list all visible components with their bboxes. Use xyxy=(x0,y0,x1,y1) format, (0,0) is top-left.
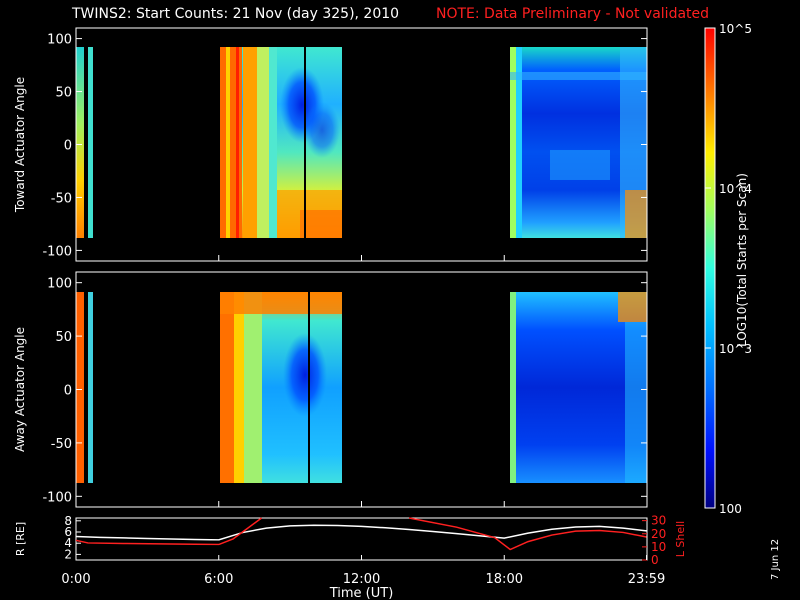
time-axis-label: Time (UT) xyxy=(329,586,394,600)
top-strip-early-2 xyxy=(88,47,93,238)
colorbar-tick-label: 10^3 xyxy=(719,342,752,356)
colorbar-tick-label: 10^4 xyxy=(719,182,752,196)
top-heatmap-panel xyxy=(75,27,648,262)
colorbar-tick-label: 100 xyxy=(719,502,742,516)
lshell-ytick-label: 20 xyxy=(651,527,666,541)
panel1-ytick-label: 0 xyxy=(64,384,72,399)
top-block-morning xyxy=(220,47,342,238)
r-ytick-label: 6 xyxy=(64,525,72,539)
panel0-ytick-label: 0 xyxy=(64,139,72,154)
time-xtick-label: 23:59 xyxy=(628,572,665,587)
figure-title: TWINS2: Start Counts: 21 Nov (day 325), … xyxy=(72,6,400,22)
top-strip-early-1 xyxy=(76,47,84,238)
middle-block-evening xyxy=(510,292,647,483)
time-xtick-label: 0:00 xyxy=(61,572,90,587)
panel0-ytick-label: 100 xyxy=(47,33,72,48)
panel1-ylabel: Away Actuator Angle xyxy=(13,327,27,452)
r-ytick-label: 8 xyxy=(64,514,72,528)
l-shell-series-line-2 xyxy=(409,518,646,550)
r-ytick-label: 4 xyxy=(64,536,72,550)
l-shell-series-line-1 xyxy=(76,518,262,545)
colorbar: 10^5 10^4 10^3 100 xyxy=(704,22,752,516)
r-ytick-label: 2 xyxy=(64,547,72,561)
panel0-ytick-label: -100 xyxy=(42,244,72,259)
panel0-ytick-label: -50 xyxy=(51,191,72,206)
lshell-ytick-label: 0 xyxy=(651,553,659,567)
time-xtick-label: 18:00 xyxy=(486,572,523,587)
colorbar-label: LOG10(Total Starts per Scan) xyxy=(735,173,749,347)
ephemeris-lines xyxy=(76,518,647,550)
r-re-series-line xyxy=(76,525,647,540)
colorbar-tick-label: 10^5 xyxy=(719,22,752,36)
middle-heatmap-panel xyxy=(75,271,648,508)
panel0-ytick-label: 50 xyxy=(55,86,72,101)
lshell-ytick-label: 10 xyxy=(651,540,666,554)
middle-block-morning xyxy=(220,292,342,483)
middle-strip-early-2 xyxy=(88,292,93,483)
lshell-ytick-label: 30 xyxy=(651,514,666,528)
colorbar-ticks: 10^5 10^4 10^3 100 xyxy=(705,22,752,516)
lshell-axis-label: L Shell xyxy=(674,521,687,557)
date-stamp: 7 Jun 12 xyxy=(770,538,781,580)
time-xtick-label: 6:00 xyxy=(204,572,233,587)
colorbar-gradient xyxy=(705,28,715,508)
middle-strip-early-1 xyxy=(76,292,84,483)
preliminary-note: NOTE: Data Preliminary - Not validated xyxy=(436,6,710,22)
top-block-evening xyxy=(510,47,647,238)
panel1-ytick-label: -50 xyxy=(51,437,72,452)
r-axis-label: R [RE] xyxy=(14,522,27,556)
panel1-ytick-label: 100 xyxy=(47,277,72,292)
time-xtick-label: 12:00 xyxy=(343,572,380,587)
panel1-ytick-label: -100 xyxy=(42,490,72,505)
panel0-ylabel: Toward Actuator Angle xyxy=(13,77,27,213)
panel1-ytick-label: 50 xyxy=(55,330,72,345)
bottom-ephemeris-panel xyxy=(75,518,648,561)
